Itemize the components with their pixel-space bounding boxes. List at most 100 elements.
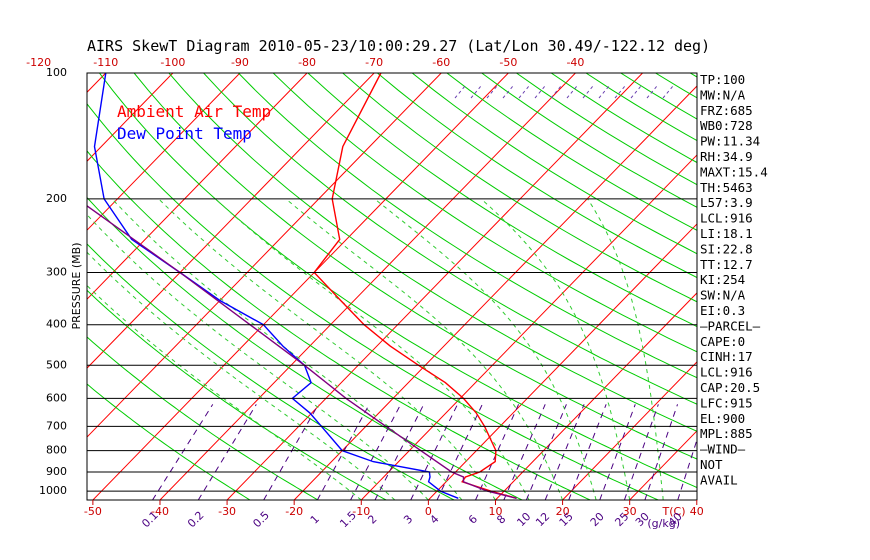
isotherm-line	[87, 73, 241, 231]
top-tick-label: -110	[93, 56, 118, 69]
barb-segment	[502, 85, 514, 99]
mixing-ratio-line	[410, 404, 458, 500]
top-tick-label: -100	[160, 56, 185, 69]
dry-adiabat	[377, 73, 697, 279]
index-label: NOT	[700, 457, 723, 472]
index-label: MPL:885	[700, 426, 753, 441]
mixing-ratio-line	[677, 438, 697, 500]
index-label: MW:N/A	[700, 87, 746, 102]
mixing-ratio-line	[503, 404, 546, 500]
pressure-tick-label: 700	[46, 419, 67, 432]
wind-barbs	[454, 85, 674, 99]
pressure-lines	[87, 198, 697, 492]
barb-segment	[550, 85, 562, 99]
dry-adiabat	[411, 73, 697, 255]
pressure-tick-label: 900	[46, 465, 67, 478]
y-axis-label: PRESSURE (MB)	[70, 243, 83, 330]
bottom-tick-label: 0	[425, 505, 432, 518]
isotherm-line	[831, 73, 870, 500]
dry-adiabat	[655, 73, 697, 99]
moist-adiabat	[111, 198, 463, 500]
top-tick-label: -40	[566, 56, 584, 69]
moist-adiabat	[374, 198, 597, 500]
isotherm-line	[293, 85, 697, 500]
mixing-ratio-line	[316, 404, 370, 500]
plot-frame	[86, 72, 698, 501]
dry-adiabat	[272, 73, 697, 353]
bottom-tick-label: -40	[151, 505, 169, 518]
barb-segment	[566, 85, 578, 99]
dry-adiabat	[87, 102, 659, 500]
bottom-tick-label: 40	[690, 505, 704, 518]
barb-segment	[470, 85, 482, 99]
isotherm-line	[87, 73, 308, 300]
mixing-ratio-line	[197, 404, 257, 500]
index-label: TH:5463	[700, 180, 753, 195]
moist-adiabat	[87, 251, 396, 500]
isotherm-line	[226, 73, 643, 500]
bottom-tick-label: -20	[285, 505, 303, 518]
profile-line	[93, 73, 459, 499]
index-label: CINH:17	[700, 349, 753, 364]
profile-line	[87, 205, 517, 499]
index-label: LI:18.1	[700, 226, 753, 241]
isotherm-line	[87, 73, 174, 162]
index-label: AVAIL	[700, 472, 738, 487]
dry-adiabat	[446, 73, 697, 231]
index-label: MAXT:15.4	[700, 164, 768, 179]
pressure-axis: 100 200 300 400 500 600 700 800 900 1000	[39, 66, 67, 497]
index-label: EL:900	[700, 411, 745, 426]
index-label: SI:22.8	[700, 241, 753, 256]
dry-adiabat	[342, 73, 697, 303]
index-label: TP:100	[700, 72, 745, 87]
background-grid	[0, 73, 870, 500]
mixing-unit-label: (g/kg)	[647, 517, 680, 530]
dry-adiabat	[99, 73, 697, 489]
index-label: TT:12.7	[700, 257, 753, 272]
x-unit-label: T(C)	[662, 505, 686, 518]
pressure-tick-label: 500	[46, 358, 67, 371]
mixing-ratio-line	[644, 404, 679, 500]
mixing-ratio-label: 12	[533, 510, 552, 529]
legend-ambient-air-temp: Ambient Air Temp	[117, 102, 271, 121]
barb-segment	[614, 85, 626, 99]
index-label: SW:N/A	[700, 288, 746, 303]
moist-adiabat	[480, 198, 631, 500]
moist-adiabat	[87, 213, 429, 500]
index-label: LCL:916	[700, 211, 753, 226]
mixing-ratio-line	[475, 404, 520, 500]
mixing-ratio-line	[263, 404, 319, 500]
isotherm-line	[0, 73, 39, 500]
pressure-tick-label: 100	[46, 66, 67, 79]
mixing-ratio-line	[544, 404, 585, 500]
index-label: KI:254	[700, 272, 745, 287]
bottom-tick-label: -10	[352, 505, 370, 518]
barb-segment	[582, 85, 594, 99]
dry-adiabat	[238, 73, 697, 379]
top-tick-label: -90	[231, 56, 249, 69]
pressure-tick-label: 200	[46, 192, 67, 205]
index-label: EI:0.3	[700, 303, 745, 318]
dry-adiabat	[307, 73, 697, 328]
index-label: —PARCEL—	[700, 318, 761, 333]
bottom-tick-label: -50	[84, 505, 102, 518]
profile-series	[87, 73, 517, 499]
mixing-ratio-label: 0.2	[185, 509, 207, 531]
barb-segment	[598, 85, 610, 99]
index-label: FRZ:685	[700, 103, 753, 118]
dry-adiabat	[481, 73, 697, 208]
isotherm-line	[87, 73, 375, 369]
isotherm-line	[159, 73, 576, 500]
isotherm-line	[87, 73, 107, 93]
bottom-tick-label: -30	[218, 505, 236, 518]
mixing-ratio-label: 0.5	[250, 509, 272, 531]
barb-segment	[646, 85, 658, 99]
pressure-tick-label: 800	[46, 444, 67, 457]
mixing-ratio-label: 1	[308, 512, 322, 526]
index-label: RH:34.9	[700, 149, 753, 164]
dry-adiabat	[87, 243, 455, 500]
mixing-ratio-label: 10	[514, 510, 533, 529]
profile-line	[313, 73, 517, 499]
legend-dew-point-temp: Dew Point Temp	[117, 124, 252, 143]
